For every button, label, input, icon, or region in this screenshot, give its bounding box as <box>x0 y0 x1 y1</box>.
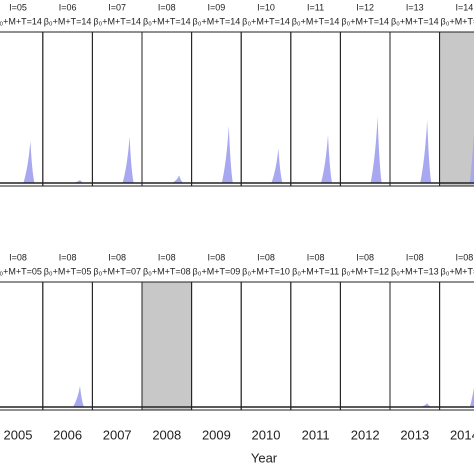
panel-frame <box>42 31 93 187</box>
panel-header: β₀+M+T=14 <box>242 16 290 26</box>
panel-frame <box>240 31 292 187</box>
panel-header: β₀+M+T=05 <box>0 266 42 276</box>
panel-header: β₀+M+T=14 <box>341 16 389 26</box>
x-tick-label: 2009 <box>202 427 231 442</box>
peak <box>370 116 382 183</box>
panel-header: I=08 <box>257 252 275 262</box>
panel-header: β₀+M+T=05 <box>44 266 92 276</box>
panel-frame <box>191 281 242 411</box>
panel-header: β₀+M+T=14 <box>193 16 241 26</box>
panel-header: I=11 <box>307 2 324 12</box>
panel-header: I=12 <box>356 2 374 12</box>
panel-frame <box>389 281 441 411</box>
peak <box>73 385 84 407</box>
panel-frame <box>339 31 391 187</box>
panel-header: I=08 <box>9 252 27 262</box>
panel-header: β₀+M+T=14 <box>143 16 191 26</box>
shaded-panel <box>439 32 474 186</box>
panel-header: I=08 <box>307 252 325 262</box>
panel-header: β₀+M+T=14 <box>0 16 42 26</box>
panel-frame <box>290 31 341 187</box>
x-axis-title: Year <box>251 450 278 465</box>
panel-header: I=10 <box>257 2 275 12</box>
panel-frame <box>0 31 44 187</box>
panel-frame <box>141 31 193 187</box>
x-tick-label: 2007 <box>103 427 132 442</box>
panel-header: β₀+M+T=09 <box>193 266 241 276</box>
panel-header: β₀+M+T=14 <box>391 16 439 26</box>
x-tick-label: 2006 <box>53 427 82 442</box>
panel-header: β₀+M+T=11 <box>292 266 339 276</box>
panel-header: I=13 <box>406 2 424 12</box>
x-tick-label: 2012 <box>351 427 380 442</box>
peak <box>73 179 84 183</box>
panel-frame <box>42 281 93 411</box>
peak <box>23 140 35 183</box>
panel-header: I=14 <box>456 2 474 12</box>
panel-header: I=08 <box>59 252 77 262</box>
panel-header: I=08 <box>456 252 474 262</box>
panel-header: β₀+M+T=07 <box>93 266 141 276</box>
x-tick-label: 2013 <box>400 427 429 442</box>
panel-frame <box>439 31 474 187</box>
peak <box>321 134 332 183</box>
panel-header: I=08 <box>356 252 374 262</box>
panel-header: I=08 <box>158 252 176 262</box>
panel-frame <box>339 281 391 411</box>
x-tick-label: 2010 <box>252 427 281 442</box>
panel-header: I=07 <box>108 2 126 12</box>
panel-frame <box>91 281 143 411</box>
panel-frame <box>191 31 242 187</box>
panel-header: β₀+M+T=13 <box>391 266 439 276</box>
panel-header: β₀+M+T=10 <box>242 266 290 276</box>
panel-header: I=08 <box>158 2 176 12</box>
panel-frame <box>240 281 292 411</box>
peak <box>221 125 233 183</box>
peak <box>420 403 432 407</box>
x-tick-label: 2014 <box>450 427 474 442</box>
panel-header: β₀+M+T=14 <box>93 16 141 26</box>
panel-frame <box>91 31 143 187</box>
panel-header: β₀+M+T=14 <box>44 16 92 26</box>
panel-header: β₀+M+T=14 <box>441 16 474 26</box>
x-tick-label: 2008 <box>152 427 181 442</box>
shaded-panel <box>142 282 192 410</box>
peak <box>469 132 474 183</box>
panel-header: β₀+M+T=12 <box>341 266 389 276</box>
panel-frame <box>0 281 44 411</box>
peak <box>172 175 184 183</box>
panel-header: I=05 <box>9 2 27 12</box>
peak <box>469 387 474 407</box>
panel-header: β₀+M+T=14 <box>441 266 474 276</box>
peak <box>420 119 432 183</box>
panel-header: I=08 <box>406 252 424 262</box>
x-tick-label: 2005 <box>4 427 33 442</box>
panel-header: I=08 <box>108 252 126 262</box>
panel-header: β₀+M+T=14 <box>292 16 340 26</box>
panel-frame <box>389 31 441 187</box>
peak <box>271 148 283 183</box>
x-tick-label: 2011 <box>302 427 330 442</box>
panel-header: I=09 <box>208 2 226 12</box>
panel-frame <box>290 281 341 411</box>
panel-header: I=06 <box>59 2 77 12</box>
peak <box>122 136 134 183</box>
panel-frame <box>439 281 474 411</box>
panel-header: I=08 <box>208 252 226 262</box>
panel-header: β₀+M+T=08 <box>143 266 191 276</box>
